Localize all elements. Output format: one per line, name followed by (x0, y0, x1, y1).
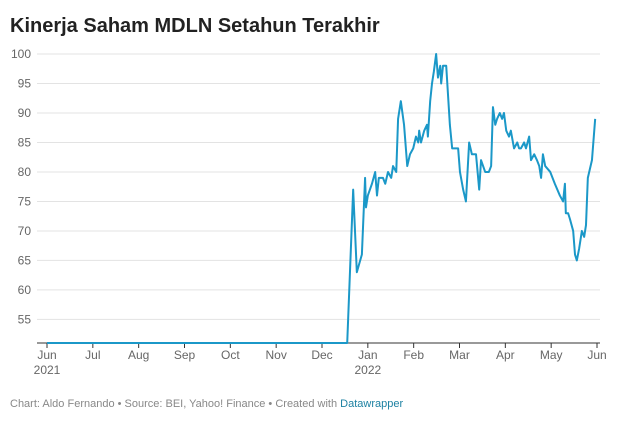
x-tick-label: Jul (85, 348, 100, 362)
y-tick-label: 95 (18, 76, 32, 90)
x-tick-label: Jan (358, 348, 377, 362)
x-tick-label: Jun (37, 348, 56, 362)
x-tick-label: Feb (403, 348, 424, 362)
x-tick-label: Dec (311, 348, 332, 362)
x-tick-label: Apr (496, 348, 515, 362)
y-tick-label: 60 (18, 283, 32, 297)
y-tick-label: 100 (11, 47, 31, 61)
credit-link[interactable]: Datawrapper (340, 398, 403, 410)
x-tick-label: Nov (265, 348, 286, 362)
x-tick-year: 2021 (34, 363, 61, 377)
x-tick-label: Jun (587, 348, 606, 362)
x-tick-label: May (540, 348, 563, 362)
y-tick-label: 85 (18, 135, 32, 149)
price-line (47, 53, 597, 344)
y-tick-label: 70 (18, 224, 32, 238)
credit-text: Chart: Aldo Fernando • Source: BEI, Yaho… (10, 398, 340, 410)
x-tick-label: Mar (449, 348, 470, 362)
x-tick-label: Oct (221, 348, 240, 362)
y-tick-label: 90 (18, 106, 32, 120)
x-tick-label: Sep (174, 348, 196, 362)
credit: Chart: Aldo Fernando • Source: BEI, Yaho… (10, 398, 403, 410)
chart-title: Kinerja Saham MDLN Setahun Terakhir (10, 15, 380, 37)
y-tick-label: 80 (18, 165, 32, 179)
x-tick-label: Aug (128, 348, 149, 362)
y-tick-label: 65 (18, 253, 32, 267)
y-tick-label: 55 (18, 312, 32, 326)
x-tick-year: 2022 (354, 363, 381, 377)
y-tick-label: 75 (18, 194, 32, 208)
